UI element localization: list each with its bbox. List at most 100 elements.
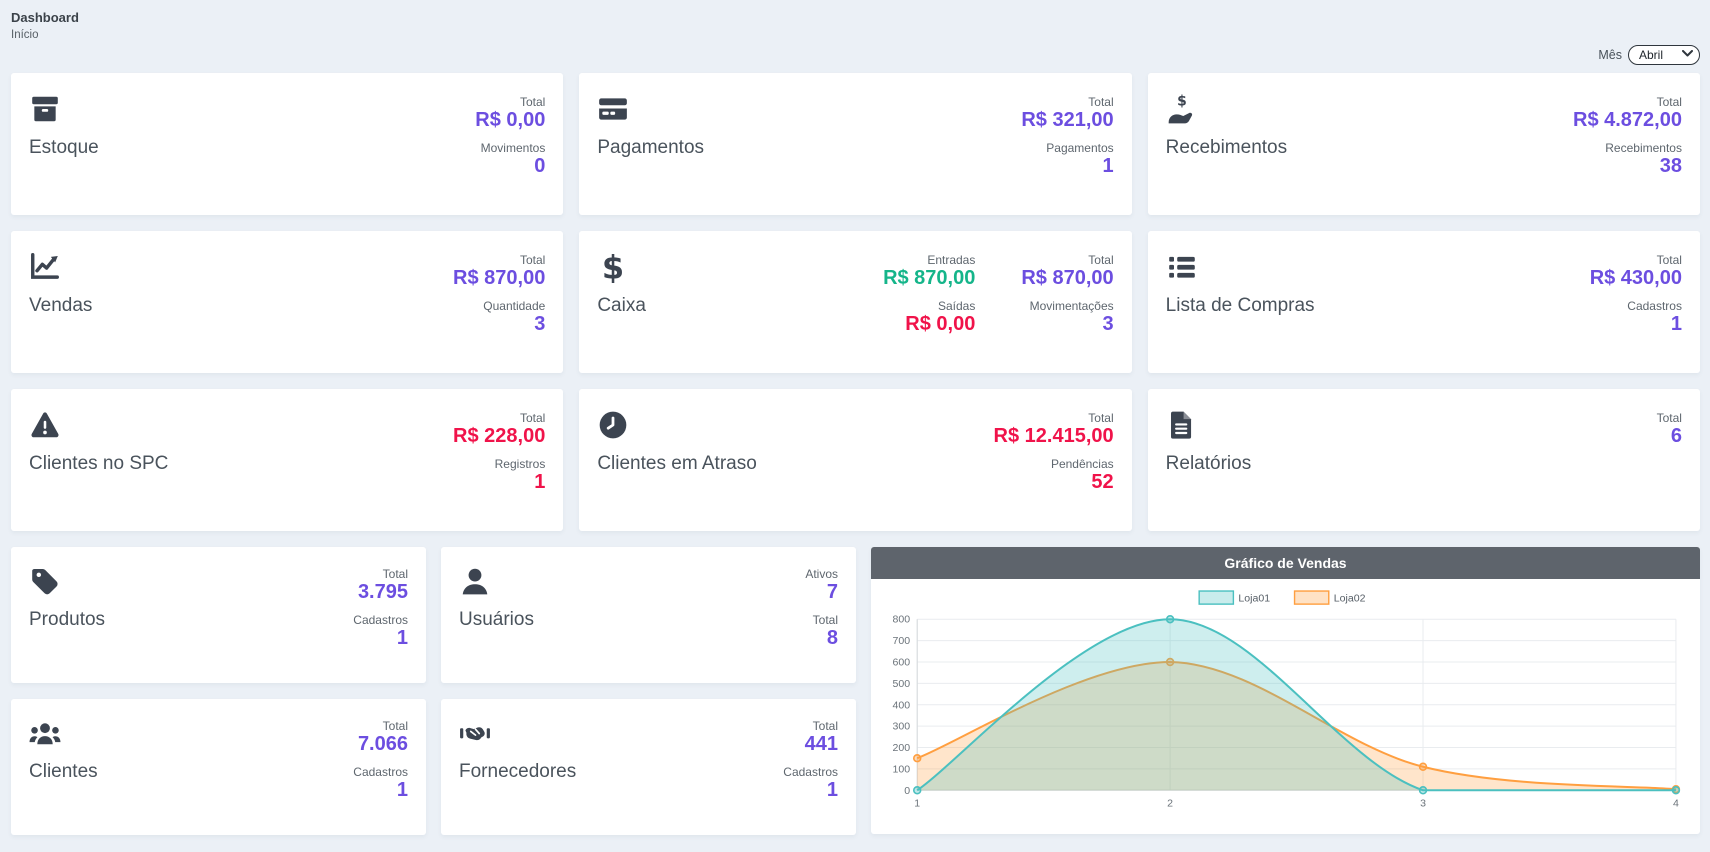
tag-icon — [29, 565, 61, 597]
legend-item-loja02[interactable]: Loja02 — [1293, 590, 1366, 605]
svg-text:$: $ — [602, 251, 624, 283]
card-title: Lista de Compras — [1165, 295, 1315, 316]
stat-value: 7 — [826, 581, 838, 603]
svg-text:600: 600 — [893, 657, 911, 669]
month-filter-label: Mês — [1598, 48, 1622, 62]
card-title: Caixa — [597, 295, 646, 316]
breadcrumb-item-inicio: Início — [11, 29, 39, 41]
handshake-icon — [459, 717, 491, 749]
stat-label: Total — [812, 719, 838, 733]
stat-label: Cadastros — [353, 613, 408, 627]
chart-line-icon — [29, 251, 61, 283]
stat-label: Entradas — [927, 253, 976, 267]
stat-label: Saídas — [938, 299, 976, 313]
svg-text:800: 800 — [893, 614, 911, 626]
card-produtos: Produtos Total 3.795 Cadastros 1 — [11, 547, 426, 683]
card-title: Clientes — [29, 761, 98, 782]
stat-label: Total — [1088, 253, 1114, 267]
card-clientes-em-atraso: Clientes em Atraso Total R$ 12.415,00 Pe… — [579, 389, 1132, 531]
stat-label: Total — [1656, 411, 1682, 425]
card-clientes-no-spc: Clientes no SPC Total R$ 228,00 Registro… — [11, 389, 564, 531]
svg-text:$: $ — [1177, 93, 1187, 109]
card-title: Clientes no SPC — [29, 453, 169, 474]
sales-chart-card: Gráfico de Vendas 0 100 200 300 400 500 600 700… — [871, 547, 1700, 834]
stat-label: Total — [1088, 411, 1114, 425]
month-select[interactable]: Abril — [1628, 45, 1700, 65]
svg-text:300: 300 — [893, 721, 911, 733]
card-relatorios: Relatórios Total 6 — [1147, 389, 1700, 531]
svg-text:100: 100 — [893, 763, 911, 775]
stat-value: R$ 870,00 — [1021, 267, 1114, 289]
stat-value: 1 — [826, 779, 838, 801]
stat-value: 1 — [1670, 313, 1682, 335]
card-clientes: Clientes Total 7.066 Cadastros 1 — [11, 699, 426, 835]
stat-label: Pendências — [1050, 457, 1114, 471]
clock-icon — [597, 409, 629, 441]
stat-value: R$ 0,00 — [475, 109, 546, 131]
month-filter: Mês Abril — [11, 45, 1700, 65]
users-icon — [29, 717, 61, 749]
legend-item-loja01[interactable]: Loja01 — [1198, 590, 1270, 605]
stat-value: 3 — [1102, 313, 1114, 335]
card-title: Usuários — [459, 609, 534, 630]
stat-label: Ativos — [805, 567, 838, 581]
file-icon — [1166, 409, 1198, 441]
stat-label: Movimentos — [480, 141, 546, 155]
stat-value: R$ 4.872,00 — [1573, 109, 1682, 131]
card-fornecedores: Fornecedores Total 441 Cadastros 1 — [441, 699, 856, 835]
stat-value: 1 — [534, 471, 546, 493]
card-title: Pagamentos — [597, 137, 705, 158]
card-title: Recebimentos — [1165, 137, 1288, 158]
stat-value: 6 — [1670, 425, 1682, 447]
svg-text:700: 700 — [893, 635, 911, 647]
card-title: Relatórios — [1165, 453, 1252, 474]
stat-value: 52 — [1091, 471, 1114, 493]
card-title: Produtos — [29, 609, 106, 630]
stat-value: 441 — [804, 733, 838, 755]
stat-value: 8 — [826, 627, 838, 649]
sales-chart: 0 100 200 300 400 500 600 700 800 1 2 3 4 Loja01 Loja0… — [871, 579, 1700, 834]
stat-value: R$ 12.415,00 — [993, 425, 1114, 447]
card-vendas: Vendas Total R$ 870,00 Quantidade 3 — [11, 231, 564, 373]
stat-label: Cadastros — [1627, 299, 1682, 313]
stat-value: 3.795 — [357, 581, 408, 603]
svg-text:4: 4 — [1673, 797, 1679, 809]
stat-value: 38 — [1659, 155, 1682, 177]
stat-value: R$ 870,00 — [883, 267, 976, 289]
svg-text:Loja02: Loja02 — [1334, 593, 1366, 605]
stat-value: 7.066 — [357, 733, 408, 755]
card-title: Vendas — [29, 295, 93, 316]
stat-value: R$ 870,00 — [453, 267, 546, 289]
page-title: Dashboard — [11, 10, 79, 25]
svg-text:Loja01: Loja01 — [1238, 593, 1270, 605]
box-icon — [29, 93, 61, 125]
stat-label: Total — [519, 411, 546, 425]
card-title: Estoque — [29, 137, 99, 158]
card-pagamentos: Pagamentos Total R$ 321,00 Pagamentos 1 — [579, 73, 1132, 215]
card-title: Fornecedores — [459, 761, 577, 782]
svg-text:200: 200 — [893, 742, 911, 754]
stat-label: Total — [1088, 95, 1114, 109]
svg-text:1: 1 — [914, 797, 920, 809]
stat-label: Total — [1656, 253, 1682, 267]
stat-label: Registros — [494, 457, 546, 471]
user-icon — [459, 565, 491, 597]
card-title: Clientes em Atraso — [597, 453, 757, 474]
stat-label: Total — [382, 567, 408, 581]
hand-holding-dollar-icon: $ — [1166, 93, 1198, 125]
stat-value: R$ 228,00 — [453, 425, 546, 447]
stat-label: Total — [519, 95, 546, 109]
stat-value: R$ 430,00 — [1589, 267, 1682, 289]
stat-label: Pagamentos — [1046, 141, 1114, 155]
svg-text:0: 0 — [904, 785, 910, 797]
svg-text:500: 500 — [893, 678, 911, 690]
chart-title: Gráfico de Vendas — [871, 547, 1700, 579]
svg-text:3: 3 — [1420, 797, 1426, 809]
stat-label: Quantidade — [483, 299, 546, 313]
stat-value: 1 — [396, 627, 408, 649]
stat-value: R$ 0,00 — [905, 313, 976, 335]
card-caixa: $ Caixa Entradas R$ 870,00 Saídas R$ 0,0… — [579, 231, 1132, 373]
dollar-sign-icon: $ — [597, 251, 629, 283]
stat-value: 1 — [396, 779, 408, 801]
breadcrumb: Dashboard Início — [11, 10, 1700, 41]
